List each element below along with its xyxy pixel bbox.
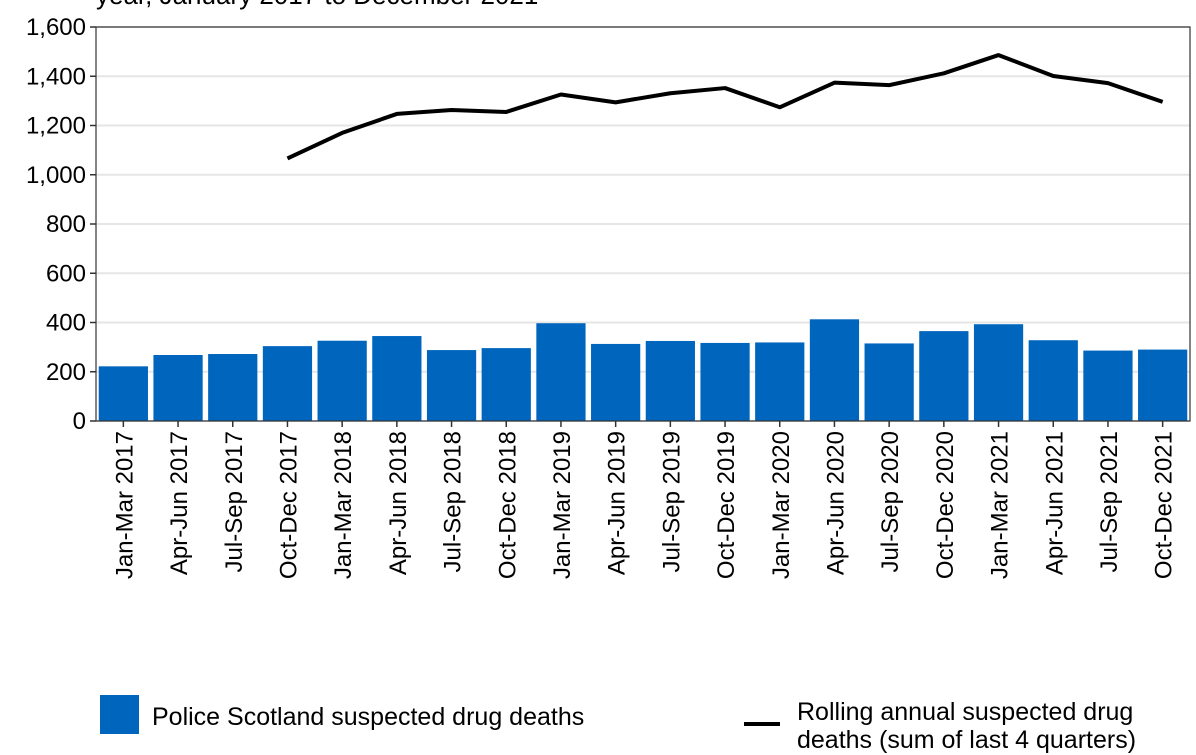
- x-tick-label: Jul-Sep 2020: [877, 431, 904, 572]
- bar: [482, 348, 531, 421]
- legend: Police Scotland suspected drug deaths Ro…: [100, 695, 1136, 754]
- y-tick-label: 1,000: [26, 162, 86, 189]
- bar: [153, 355, 202, 421]
- bar: [1083, 351, 1132, 421]
- bar: [755, 342, 804, 421]
- bar: [372, 336, 421, 421]
- x-tick-label: Jan-Mar 2020: [768, 431, 795, 579]
- x-tick-label: Jul-Sep 2018: [440, 431, 467, 572]
- y-tick-label: 600: [46, 260, 86, 287]
- x-tick-label: Apr-Jun 2018: [385, 431, 412, 575]
- bar: [810, 319, 859, 421]
- x-tick-label: Jul-Sep 2021: [1096, 431, 1123, 572]
- bar: [427, 350, 476, 421]
- x-tick-label: Jul-Sep 2019: [658, 431, 685, 572]
- chart-title: year, January 2017 to December 2021: [96, 0, 538, 10]
- bar: [865, 343, 914, 421]
- y-axis: 0 200 400 600 800 1,000 1,200 1,400 1,600: [26, 14, 96, 435]
- bar: [974, 324, 1023, 421]
- x-tick-label: Jan-Mar 2019: [549, 431, 576, 579]
- legend-label-line-1: Rolling annual suspected drug: [797, 698, 1133, 726]
- x-tick-label: Jan-Mar 2017: [111, 431, 138, 579]
- x-tick-label: Oct-Dec 2020: [932, 431, 959, 579]
- rolling-annual-line: [287, 55, 1162, 158]
- x-tick-label: Apr-Jun 2021: [1041, 431, 1068, 575]
- y-tick-label: 1,200: [26, 113, 86, 140]
- bar: [1138, 350, 1187, 421]
- bar: [591, 344, 640, 421]
- x-axis: Jan-Mar 2017 Apr-Jun 2017 Jul-Sep 2017 Oct-…: [111, 421, 1177, 579]
- y-tick-label: 1,400: [26, 63, 86, 90]
- legend-swatch-bars: [100, 695, 139, 734]
- bar: [536, 323, 585, 421]
- line-series: [287, 55, 1162, 158]
- x-tick-label: Oct-Dec 2021: [1151, 431, 1178, 579]
- y-tick-label: 0: [73, 408, 86, 435]
- bar: [99, 366, 148, 421]
- legend-label-line-2: deaths (sum of last 4 quarters): [797, 726, 1136, 754]
- x-tick-label: Jan-Mar 2018: [330, 431, 357, 579]
- bar: [700, 343, 749, 421]
- x-tick-label: Jul-Sep 2017: [221, 431, 248, 572]
- x-tick-label: Oct-Dec 2018: [494, 431, 521, 579]
- x-tick-label: Jan-Mar 2021: [987, 431, 1014, 579]
- y-tick-label: 800: [46, 211, 86, 238]
- y-tick-label: 400: [46, 310, 86, 337]
- gridlines: [96, 27, 1190, 421]
- bar: [1029, 340, 1078, 421]
- bar: [318, 341, 367, 421]
- bar: [263, 346, 312, 421]
- x-tick-label: Apr-Jun 2019: [604, 431, 631, 575]
- y-tick-label: 1,600: [26, 14, 86, 41]
- x-tick-label: Apr-Jun 2020: [822, 431, 849, 575]
- bar: [646, 341, 695, 421]
- x-tick-label: Oct-Dec 2017: [275, 431, 302, 579]
- bar-series: [99, 319, 1188, 421]
- x-tick-label: Oct-Dec 2019: [713, 431, 740, 579]
- x-tick-label: Apr-Jun 2017: [166, 431, 193, 575]
- bar: [208, 354, 257, 421]
- legend-label-bars: Police Scotland suspected drug deaths: [152, 703, 584, 731]
- bar: [919, 331, 968, 421]
- y-tick-label: 200: [46, 359, 86, 386]
